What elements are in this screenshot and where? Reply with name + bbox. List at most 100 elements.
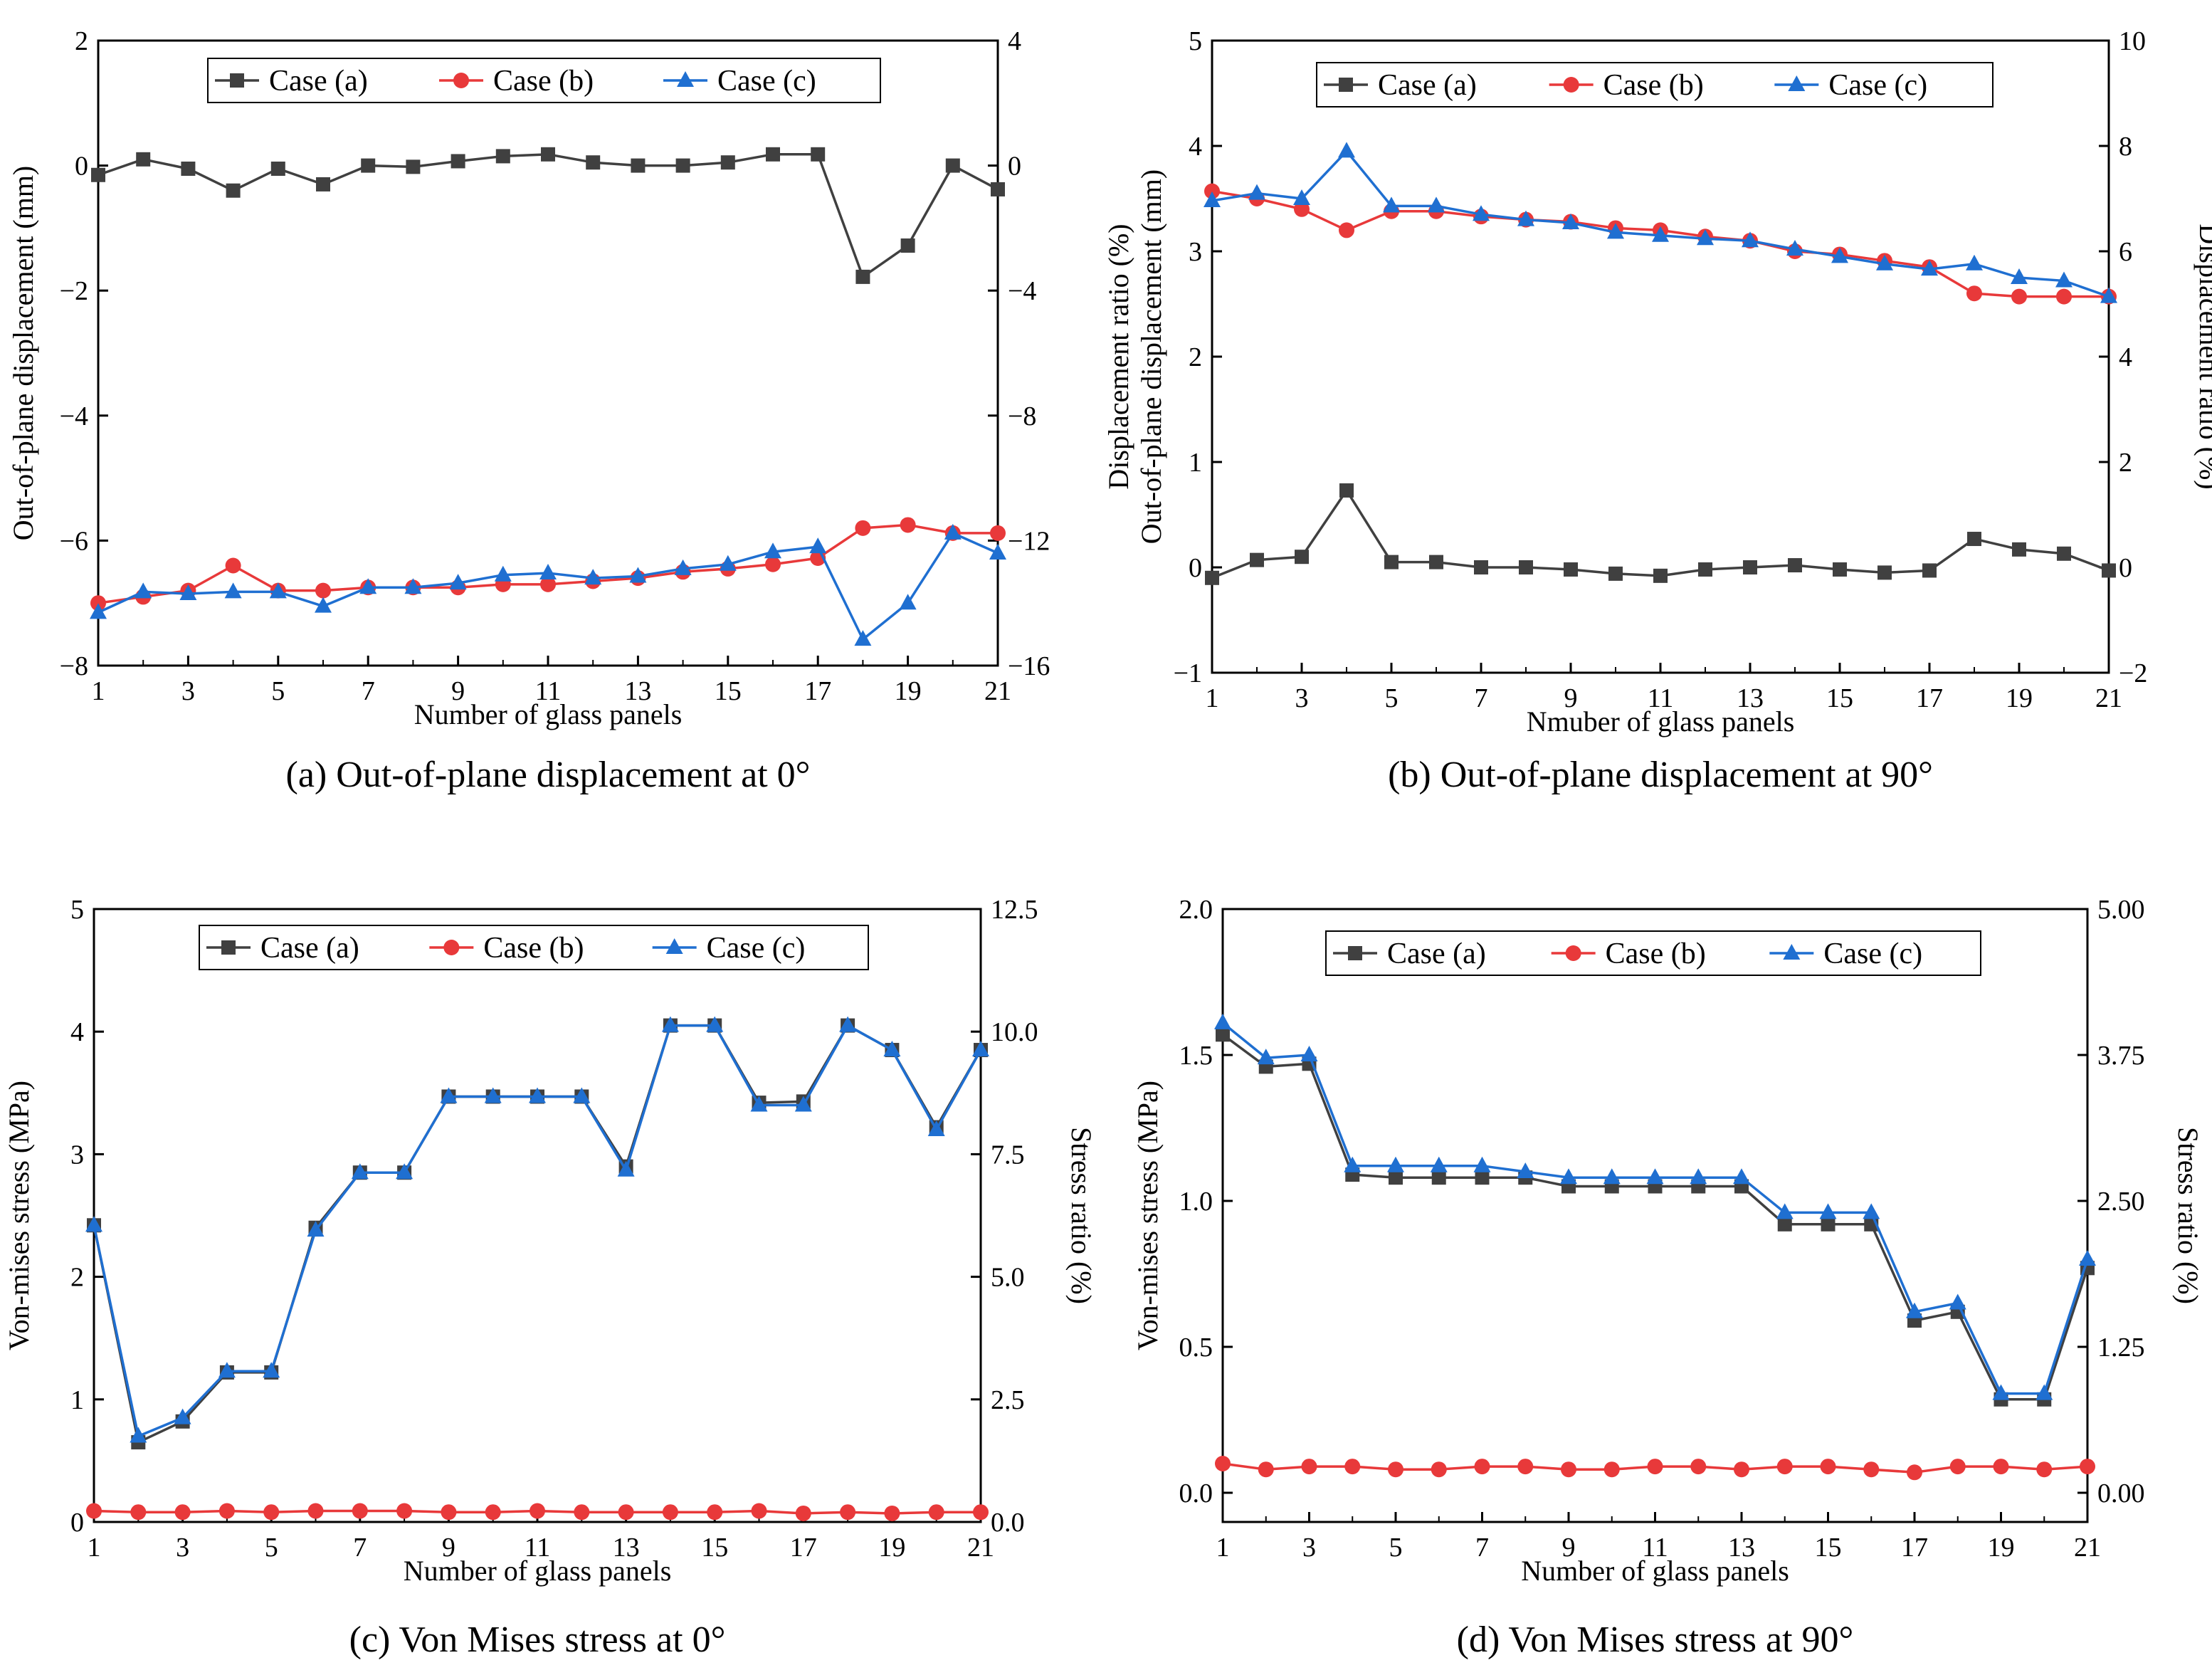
data-point bbox=[855, 269, 870, 284]
data-point bbox=[991, 182, 1005, 196]
x-axis-label: Nmuber of glass panels bbox=[1527, 705, 1795, 737]
legend-label: Case (a) bbox=[269, 65, 368, 98]
data-point bbox=[1966, 254, 1983, 271]
data-point bbox=[404, 578, 422, 594]
data-point bbox=[1383, 196, 1400, 213]
data-point bbox=[928, 1504, 944, 1521]
data-point bbox=[1877, 565, 1892, 580]
series-2 bbox=[90, 523, 1006, 646]
data-point bbox=[990, 525, 1006, 541]
y-right-tick-label: 5.0 bbox=[991, 1263, 1025, 1293]
data-point bbox=[1863, 1461, 1880, 1478]
legend-marker bbox=[1348, 946, 1362, 960]
data-point bbox=[225, 557, 241, 574]
data-point bbox=[720, 155, 735, 170]
legend-box bbox=[207, 58, 881, 103]
legend: Case (a) Case (b) Case (c) bbox=[1325, 930, 1981, 976]
data-point bbox=[811, 147, 826, 162]
x-tick-label: 5 bbox=[265, 1533, 278, 1563]
data-point bbox=[618, 1504, 634, 1521]
data-point bbox=[2012, 542, 2026, 557]
data-point bbox=[1833, 562, 1847, 577]
data-point bbox=[1214, 1013, 1231, 1029]
y-tick-label: 0.0 bbox=[1179, 1479, 1213, 1508]
data-point bbox=[675, 158, 690, 173]
data-point bbox=[1344, 1156, 1362, 1172]
x-axis-label: Number of glass panels bbox=[414, 698, 683, 730]
x-axis-label: Number of glass panels bbox=[1521, 1555, 1789, 1587]
series-0 bbox=[87, 1018, 988, 1450]
data-point bbox=[179, 584, 197, 601]
y-right-tick-label: 12.5 bbox=[991, 895, 1038, 925]
legend-marker bbox=[677, 71, 694, 87]
data-point bbox=[1215, 1456, 1231, 1471]
data-point bbox=[451, 154, 465, 169]
x-tick-label: 17 bbox=[1916, 683, 1943, 713]
data-point bbox=[130, 1427, 147, 1443]
x-tick-label: 3 bbox=[181, 676, 195, 706]
data-point bbox=[719, 555, 737, 571]
data-point bbox=[1431, 1170, 1446, 1185]
data-point bbox=[1250, 552, 1264, 567]
data-point bbox=[1820, 1459, 1836, 1475]
x-tick-label: 11 bbox=[525, 1533, 551, 1563]
data-point bbox=[449, 574, 467, 590]
data-point bbox=[1388, 1461, 1403, 1478]
x-tick-label: 13 bbox=[1737, 683, 1764, 713]
data-point bbox=[751, 1503, 767, 1519]
x-tick-label: 7 bbox=[1475, 1533, 1489, 1563]
data-point bbox=[307, 1503, 324, 1519]
data-point bbox=[574, 1504, 590, 1521]
legend-marker bbox=[1783, 944, 1801, 960]
y-right-axis-label: Stress ratio (%) bbox=[2172, 1127, 2204, 1304]
data-point bbox=[674, 559, 692, 575]
x-tick-label: 1 bbox=[1216, 1533, 1230, 1563]
y-right-tick-label: 3.75 bbox=[2097, 1041, 2145, 1071]
data-point bbox=[2036, 1461, 2053, 1478]
data-point bbox=[1608, 566, 1623, 581]
data-point bbox=[1821, 1217, 1836, 1232]
legend: Case (a) Case (b) Case (c) bbox=[1316, 62, 1994, 107]
legend-label: Case (b) bbox=[1603, 69, 1704, 102]
x-tick-label: 13 bbox=[613, 1533, 640, 1563]
y-tick-label: 4 bbox=[1189, 132, 1202, 162]
y-right-axis-label: Displacement ratio (%) bbox=[2193, 224, 2212, 489]
data-point bbox=[1742, 231, 1759, 248]
data-point bbox=[945, 158, 960, 173]
data-point bbox=[135, 582, 152, 599]
data-point bbox=[1653, 568, 1668, 583]
y-axis-label: Von-mises stress (MPa) bbox=[3, 1081, 35, 1350]
data-point bbox=[539, 564, 557, 580]
data-point bbox=[1519, 560, 1533, 574]
data-point bbox=[351, 1163, 369, 1180]
legend-label: Case (c) bbox=[707, 932, 806, 965]
series-0 bbox=[1205, 483, 2116, 585]
data-point bbox=[541, 147, 555, 162]
y-tick-label: 0 bbox=[1189, 553, 1202, 583]
data-point bbox=[795, 1505, 811, 1521]
data-point bbox=[224, 582, 242, 599]
data-point bbox=[1473, 205, 1490, 221]
y-right-tick-label: 10.0 bbox=[991, 1017, 1038, 1047]
data-point bbox=[972, 1041, 989, 1057]
y-axis-label-second: Out-of-plane displacement (mm) bbox=[1135, 169, 1167, 544]
series-line bbox=[1211, 189, 2109, 298]
data-point bbox=[1295, 550, 1309, 565]
chart-caption: (a) Out-of-plane displacement at 0° bbox=[286, 755, 811, 795]
legend-label: Case (c) bbox=[1823, 938, 1922, 970]
data-point bbox=[1473, 1156, 1491, 1172]
data-point bbox=[1428, 196, 1445, 213]
data-point bbox=[495, 149, 510, 164]
data-point bbox=[1517, 1162, 1534, 1178]
data-point bbox=[1431, 1461, 1447, 1478]
x-tick-label: 1 bbox=[92, 676, 105, 706]
data-point bbox=[764, 542, 781, 559]
x-tick-label: 19 bbox=[895, 676, 922, 706]
data-point bbox=[1339, 222, 1354, 238]
data-point bbox=[136, 152, 151, 167]
data-point bbox=[1389, 1170, 1403, 1185]
data-point bbox=[85, 1216, 102, 1232]
x-tick-label: 19 bbox=[2006, 683, 2033, 713]
data-point bbox=[2080, 1459, 2095, 1475]
